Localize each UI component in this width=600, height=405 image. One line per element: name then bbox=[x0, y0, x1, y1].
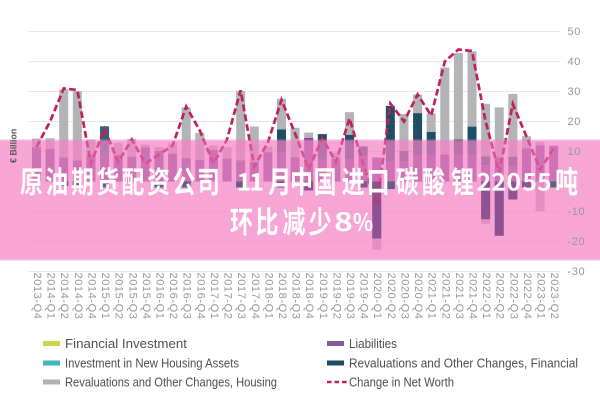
svg-text:2015-Q4: 2015-Q4 bbox=[140, 273, 152, 320]
svg-text:40: 40 bbox=[568, 56, 581, 68]
svg-text:2014-Q4: 2014-Q4 bbox=[85, 273, 97, 320]
svg-text:2018-Q3: 2018-Q3 bbox=[290, 273, 302, 320]
svg-text:2014-Q1: 2014-Q1 bbox=[45, 273, 57, 320]
svg-text:2016-Q2: 2016-Q2 bbox=[167, 273, 179, 320]
svg-text:30: 30 bbox=[568, 86, 581, 98]
svg-text:2022-Q4: 2022-Q4 bbox=[521, 273, 533, 320]
svg-text:2017-Q4: 2017-Q4 bbox=[249, 273, 261, 320]
svg-text:2019-Q2: 2019-Q2 bbox=[330, 273, 342, 320]
svg-text:2015-Q1: 2015-Q1 bbox=[99, 273, 111, 320]
svg-text:10: 10 bbox=[568, 146, 581, 158]
svg-text:2015-Q2: 2015-Q2 bbox=[113, 273, 125, 320]
svg-text:2015-Q3: 2015-Q3 bbox=[126, 273, 138, 320]
svg-text:2022-Q1: 2022-Q1 bbox=[480, 273, 492, 320]
svg-text:2018-Q1: 2018-Q1 bbox=[262, 273, 274, 320]
svg-text:2016-Q4: 2016-Q4 bbox=[194, 273, 206, 320]
svg-text:2019-Q3: 2019-Q3 bbox=[344, 273, 356, 320]
svg-text:Investment in New Housing Asse: Investment in New Housing Assets bbox=[65, 356, 239, 371]
svg-text:2022-Q2: 2022-Q2 bbox=[494, 273, 506, 320]
svg-text:2021-Q3: 2021-Q3 bbox=[453, 273, 465, 320]
svg-text:2021-Q2: 2021-Q2 bbox=[439, 273, 451, 320]
svg-text:-30: -30 bbox=[568, 266, 586, 278]
svg-text:2022-Q3: 2022-Q3 bbox=[507, 273, 519, 320]
svg-text:Revaluations and Other Changes: Revaluations and Other Changes, Housing bbox=[65, 375, 277, 390]
svg-text:2020-Q1: 2020-Q1 bbox=[371, 273, 383, 320]
svg-text:2017-Q1: 2017-Q1 bbox=[208, 273, 220, 320]
svg-text:2020-Q3: 2020-Q3 bbox=[399, 273, 411, 320]
svg-text:2023-Q1: 2023-Q1 bbox=[535, 273, 547, 320]
svg-text:2016-Q3: 2016-Q3 bbox=[181, 273, 193, 320]
svg-text:2020-Q4: 2020-Q4 bbox=[412, 273, 424, 320]
svg-text:2017-Q2: 2017-Q2 bbox=[222, 273, 234, 320]
svg-text:2017-Q3: 2017-Q3 bbox=[235, 273, 247, 320]
svg-text:Financial Investment: Financial Investment bbox=[65, 336, 187, 351]
svg-text:2014-Q2: 2014-Q2 bbox=[58, 273, 70, 320]
svg-text:2020-Q2: 2020-Q2 bbox=[385, 273, 397, 320]
svg-text:2013-Q4: 2013-Q4 bbox=[31, 273, 43, 320]
svg-text:€ Billion: € Billion bbox=[9, 129, 19, 163]
svg-text:50: 50 bbox=[568, 26, 581, 38]
svg-text:2019-Q4: 2019-Q4 bbox=[358, 273, 370, 320]
svg-text:Change in Net Worth: Change in Net Worth bbox=[349, 375, 454, 390]
svg-text:-20: -20 bbox=[568, 236, 586, 248]
svg-text:2021-Q1: 2021-Q1 bbox=[426, 273, 438, 320]
svg-text:2019-Q1: 2019-Q1 bbox=[317, 273, 329, 320]
svg-text:2014-Q3: 2014-Q3 bbox=[72, 273, 84, 320]
svg-text:-10: -10 bbox=[568, 206, 586, 218]
svg-text:2021-Q4: 2021-Q4 bbox=[467, 273, 479, 320]
svg-text:Revaluations and Other Changes: Revaluations and Other Changes, Financia… bbox=[349, 356, 578, 371]
svg-text:2018-Q4: 2018-Q4 bbox=[303, 273, 315, 320]
svg-text:2016-Q1: 2016-Q1 bbox=[154, 273, 166, 320]
svg-text:Liabilities: Liabilities bbox=[349, 336, 397, 351]
svg-text:2018-Q2: 2018-Q2 bbox=[276, 273, 288, 320]
svg-text:20: 20 bbox=[568, 116, 581, 128]
svg-text:2023-Q2: 2023-Q2 bbox=[548, 273, 560, 320]
